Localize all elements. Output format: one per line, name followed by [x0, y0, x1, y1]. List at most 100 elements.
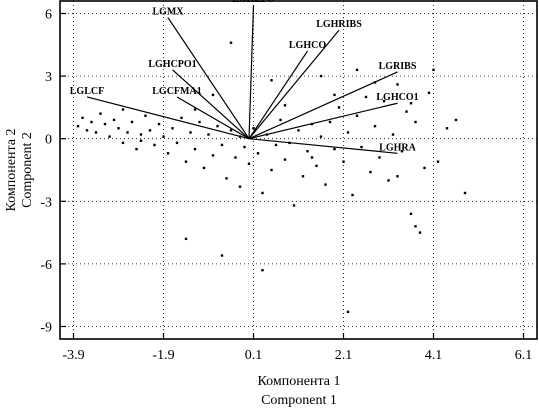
loading-vector-line	[248, 5, 255, 139]
scatter-points	[76, 41, 467, 314]
data-point	[121, 141, 125, 145]
data-point	[238, 185, 242, 188]
data-point	[342, 160, 345, 163]
data-point	[76, 124, 80, 128]
data-point	[324, 183, 327, 186]
data-point	[189, 131, 192, 134]
data-point	[220, 143, 224, 147]
data-point	[211, 154, 215, 157]
loading-vector-line	[248, 138, 398, 154]
data-point	[445, 127, 449, 130]
loading-vectors: LGMX LGHLPO LGHCPO1 LGCFMA1 LGLCF LGHCO LGHRIB…	[70, 0, 419, 154]
data-point	[193, 108, 197, 111]
y-axis-label-block: Компонента 2 Component 2	[4, 129, 36, 212]
data-point	[130, 120, 134, 124]
data-point	[391, 133, 395, 136]
data-point	[229, 41, 233, 44]
data-point	[234, 156, 237, 159]
loading-vector-label: LGHLPO	[232, 0, 275, 5]
data-point	[153, 143, 156, 147]
data-point	[400, 150, 404, 153]
data-point	[337, 106, 341, 109]
data-point	[220, 254, 224, 257]
loading-vector-line	[167, 17, 250, 140]
x-tick-label: 2.1	[335, 348, 353, 363]
data-point	[243, 145, 246, 149]
data-point	[315, 164, 318, 168]
data-point	[423, 166, 426, 170]
grid-lines	[60, 1, 537, 339]
x-tick-label: -3.9	[62, 348, 84, 363]
data-point	[121, 108, 125, 111]
data-point	[301, 175, 305, 178]
data-point	[211, 93, 215, 97]
data-point	[166, 152, 170, 155]
data-point	[333, 147, 336, 151]
data-point	[351, 193, 354, 197]
x-tick-label: -1.9	[152, 348, 174, 363]
loading-vector-label: LGHCO1	[376, 92, 418, 103]
loading-vector-line	[176, 96, 250, 140]
data-point	[382, 99, 386, 103]
data-point	[297, 129, 300, 132]
data-point	[184, 160, 188, 163]
loading-vector-line	[248, 102, 398, 140]
loading-vector-label: LGLCF	[70, 86, 104, 97]
data-point	[148, 129, 152, 132]
data-point	[378, 156, 381, 159]
data-point	[414, 120, 417, 124]
data-point	[184, 237, 188, 241]
data-point	[117, 127, 120, 130]
loading-vector-label: LGCFMA1	[152, 86, 201, 97]
data-point	[436, 160, 440, 163]
data-point	[94, 131, 98, 134]
data-point	[139, 139, 143, 142]
data-point	[193, 147, 197, 151]
axis-ticks: -3.9 -1.9 0.1 2.1 4.1 6.1 6 3 0 -3 -6 -9	[40, 8, 532, 363]
data-point	[306, 150, 309, 153]
data-point	[454, 118, 458, 122]
loading-vector-label: LGHRIBS	[316, 19, 362, 30]
loading-vector-line	[172, 69, 250, 140]
loading-vector-label: LGRIBS	[379, 61, 417, 72]
data-point	[346, 310, 350, 314]
data-point	[292, 204, 296, 207]
y-tick-label: 3	[45, 70, 52, 85]
data-point	[225, 177, 228, 180]
y-axis-title: Компонента 2 Component 2	[0, 90, 40, 250]
data-point	[103, 122, 107, 126]
loading-vector-line	[248, 71, 398, 140]
data-point	[333, 93, 336, 97]
data-point	[175, 141, 179, 145]
y-tick-label: 0	[45, 133, 52, 148]
data-point	[364, 95, 368, 99]
data-point	[432, 68, 435, 72]
data-point	[85, 129, 89, 132]
data-point	[157, 122, 161, 126]
plot-area-frame	[59, 0, 538, 340]
x-axis-label-en: Component 1	[261, 393, 337, 408]
data-point	[328, 120, 332, 124]
data-point	[216, 124, 219, 128]
data-point	[355, 114, 359, 117]
data-point	[360, 145, 363, 149]
data-point	[261, 268, 264, 272]
data-point	[409, 102, 413, 105]
data-point	[112, 118, 116, 122]
data-point	[319, 135, 323, 138]
loading-vector-label: LGHCO	[289, 40, 326, 51]
data-point	[279, 118, 282, 122]
data-point	[319, 74, 323, 78]
data-point	[373, 124, 377, 128]
y-tick-label: -6	[40, 258, 52, 273]
data-point	[355, 68, 359, 72]
data-point	[81, 116, 84, 120]
data-point	[202, 166, 206, 170]
x-axis-label-ru: Компонента 1	[257, 374, 341, 389]
data-point	[418, 231, 422, 234]
data-point	[162, 135, 165, 138]
loading-vector-label: LGMX	[152, 7, 184, 18]
y-axis-label-en: Component 2	[20, 132, 35, 208]
data-point	[108, 135, 111, 138]
